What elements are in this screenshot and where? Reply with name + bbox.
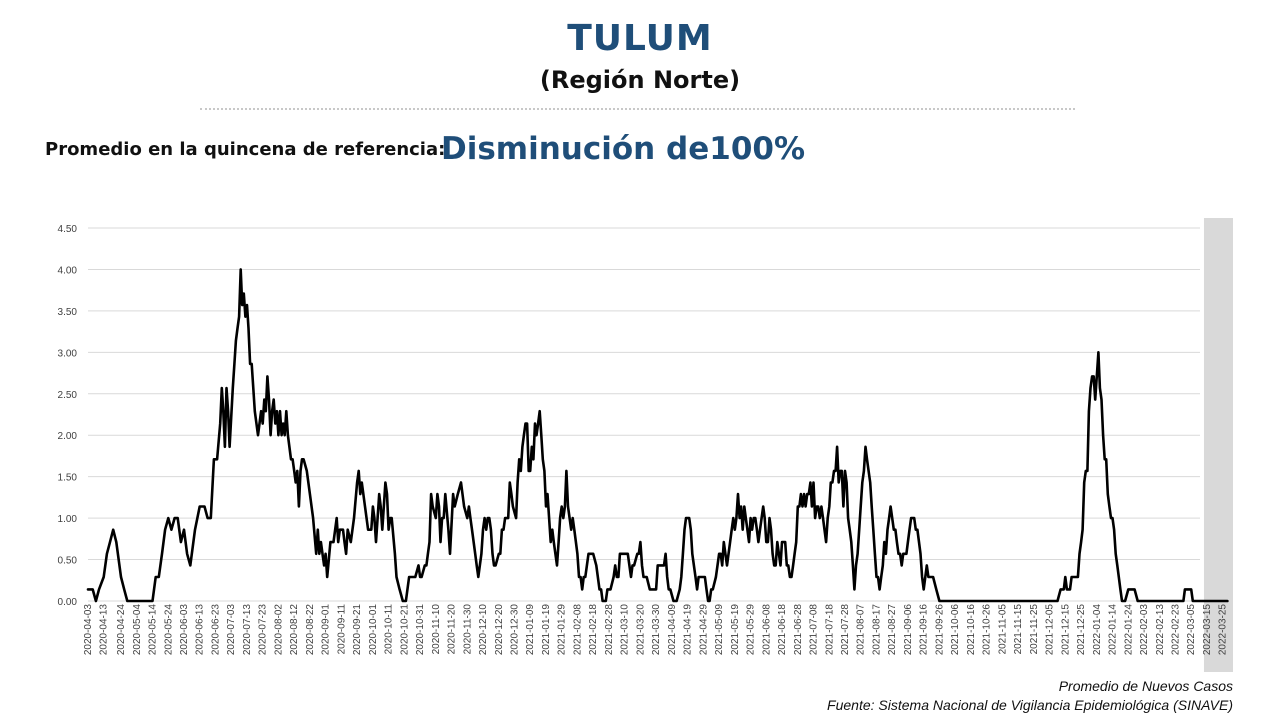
- x-tick-label: 2021-03-10: [620, 604, 631, 656]
- x-tick-label: 2020-09-01: [321, 604, 332, 656]
- y-tick-label: 0.00: [58, 597, 78, 608]
- x-tick-label: 2021-11-05: [997, 604, 1008, 655]
- x-tick-label: 2021-09-26: [934, 604, 945, 656]
- y-tick-label: 2.50: [58, 390, 78, 401]
- reference-label: Promedio en la quincena de referencia:: [45, 139, 446, 160]
- x-tick-label: 2021-11-25: [1029, 604, 1040, 655]
- x-tick-label: 2021-10-26: [982, 604, 993, 656]
- x-tick-label: 2020-06-13: [195, 604, 206, 656]
- x-tick-label: 2020-05-24: [163, 604, 174, 656]
- x-tick-label: 2020-07-23: [258, 604, 269, 656]
- x-tick-label: 2021-12-05: [1045, 604, 1056, 656]
- x-tick-label: 2021-04-19: [683, 604, 694, 656]
- x-tick-label: 2020-10-11: [384, 604, 395, 655]
- x-tick-label: 2020-09-11: [336, 604, 347, 655]
- x-tick-label: 2020-12-10: [478, 604, 489, 656]
- x-tick-label: 2021-06-28: [793, 604, 804, 656]
- x-tick-label: 2021-12-15: [1060, 604, 1071, 656]
- y-tick-label: 2.00: [58, 431, 78, 442]
- x-tick-label: 2020-05-14: [148, 604, 159, 656]
- y-tick-label: 1.50: [58, 473, 78, 484]
- x-tick-label: 2020-09-21: [352, 604, 363, 656]
- x-tick-label: 2021-02-18: [588, 604, 599, 656]
- x-tick-label: 2020-04-13: [99, 604, 110, 656]
- x-tick-label: 2020-05-04: [132, 604, 143, 656]
- x-tick-label: 2021-02-28: [604, 604, 615, 656]
- x-tick-label: 2020-08-12: [289, 604, 300, 656]
- x-tick-label: 2021-06-08: [761, 604, 772, 656]
- x-tick-label: 2021-11-15: [1013, 604, 1024, 655]
- footer-caption: Promedio de Nuevos Casos: [1058, 678, 1233, 694]
- x-tick-label: 2020-04-03: [83, 604, 94, 656]
- x-tick-label: 2021-09-16: [919, 604, 930, 656]
- x-tick-label: 2020-06-23: [210, 604, 221, 656]
- x-tick-label: 2020-12-30: [509, 604, 520, 656]
- x-tick-label: 2021-05-19: [730, 604, 741, 656]
- x-tick-label: 2020-11-10: [431, 604, 442, 655]
- x-tick-label: 2020-11-20: [447, 604, 458, 655]
- footer-source: Fuente: Sistema Nacional de Vigilancia E…: [827, 697, 1233, 713]
- x-tick-label: 2022-01-14: [1108, 604, 1119, 656]
- x-tick-label: 2020-10-01: [368, 604, 379, 656]
- y-tick-label: 3.50: [58, 307, 78, 318]
- x-tick-label: 2022-03-05: [1186, 604, 1197, 656]
- x-tick-label: 2021-09-06: [903, 604, 914, 656]
- x-tick-label: 2021-04-29: [698, 604, 709, 656]
- x-tick-label: 2020-07-03: [226, 604, 237, 656]
- x-tick-label: 2021-07-28: [840, 604, 851, 656]
- x-tick-label: 2021-05-09: [714, 604, 725, 656]
- x-tick-label: 2021-05-29: [746, 604, 757, 656]
- x-tick-label: 2020-04-24: [116, 604, 127, 656]
- x-tick-label: 2022-02-03: [1139, 604, 1150, 656]
- page-title: TULUM: [567, 18, 713, 59]
- x-tick-label: 2021-12-25: [1076, 604, 1087, 656]
- x-tick-label: 2021-08-27: [887, 604, 898, 656]
- x-tick-label: 2020-08-22: [305, 604, 316, 656]
- x-tick-label: 2021-10-06: [950, 604, 961, 656]
- shaded-period: [1203, 218, 1233, 672]
- x-tick-label: 2021-04-09: [667, 604, 678, 656]
- y-tick-label: 0.50: [58, 556, 78, 567]
- x-tick-label: 2021-07-08: [809, 604, 820, 656]
- x-tick-label: 2021-10-16: [966, 604, 977, 656]
- x-tick-label: 2022-03-15: [1202, 604, 1213, 656]
- x-tick-label: 2021-06-18: [777, 604, 788, 656]
- x-tick-label: 2022-02-13: [1155, 604, 1166, 656]
- y-tick-label: 4.50: [58, 224, 78, 235]
- y-tick-label: 1.00: [58, 514, 78, 525]
- x-tick-label: 2021-01-29: [557, 604, 568, 656]
- x-tick-label: 2021-03-30: [651, 604, 662, 656]
- x-tick-label: 2020-10-21: [399, 604, 410, 656]
- page-subtitle: (Región Norte): [539, 66, 741, 94]
- x-tick-label: 2020-11-30: [462, 604, 473, 655]
- reference-value: Disminución de100%: [441, 131, 806, 167]
- y-tick-label: 3.00: [58, 348, 78, 359]
- x-tick-label: 2022-02-23: [1170, 604, 1181, 656]
- x-tick-label: 2022-01-04: [1092, 604, 1103, 656]
- x-tick-label: 2020-10-31: [415, 604, 426, 656]
- x-tick-label: 2021-01-09: [525, 604, 536, 656]
- x-tick-label: 2021-02-08: [572, 604, 583, 656]
- divider: [200, 108, 1075, 110]
- x-tick-label: 2020-07-13: [242, 604, 253, 656]
- series-line: [86, 268, 1229, 603]
- x-tick-label: 2021-01-19: [541, 604, 552, 656]
- x-tick-label: 2020-12-20: [494, 604, 505, 656]
- x-tick-label: 2020-06-03: [179, 604, 190, 656]
- x-tick-label: 2020-08-02: [273, 604, 284, 656]
- x-tick-label: 2022-01-24: [1123, 604, 1134, 656]
- x-tick-label: 2021-08-07: [856, 604, 867, 656]
- x-tick-label: 2021-07-18: [824, 604, 835, 656]
- x-tick-label: 2021-03-20: [635, 604, 646, 656]
- x-tick-label: 2021-08-17: [871, 604, 882, 656]
- x-tick-label: 2022-03-25: [1218, 604, 1229, 656]
- y-tick-label: 4.00: [58, 265, 78, 276]
